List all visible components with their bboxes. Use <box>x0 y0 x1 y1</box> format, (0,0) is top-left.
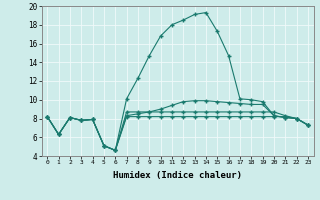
X-axis label: Humidex (Indice chaleur): Humidex (Indice chaleur) <box>113 171 242 180</box>
